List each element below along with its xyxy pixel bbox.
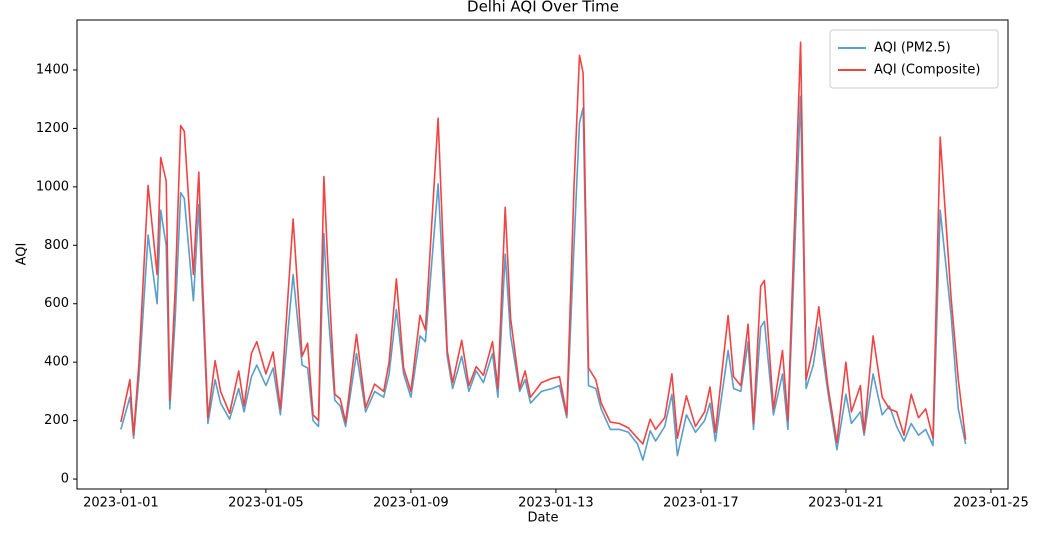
x-tick-label: 2023-01-01 <box>83 496 159 511</box>
chart-title: Delhi AQI Over Time <box>467 0 619 16</box>
y-tick-label: 400 <box>44 355 69 370</box>
y-tick-label: 0 <box>61 472 69 487</box>
y-tick-label: 1000 <box>36 179 69 194</box>
x-tick-label: 2023-01-17 <box>663 496 739 511</box>
y-tick-label: 1200 <box>36 121 69 136</box>
x-tick-label: 2023-01-21 <box>808 496 884 511</box>
plot-frame <box>76 19 1009 490</box>
y-tick-label: 1400 <box>36 62 69 77</box>
y-tick-label: 800 <box>44 238 69 253</box>
x-tick-label: 2023-01-05 <box>228 496 304 511</box>
data-line <box>120 41 967 445</box>
legend-label: AQI (Composite) <box>874 63 980 78</box>
data-line <box>120 95 967 461</box>
x-axis-label: Date <box>527 511 558 526</box>
legend-label: AQI (PM2.5) <box>874 41 951 56</box>
legend-box <box>829 29 999 89</box>
legend: AQI (PM2.5) AQI (Composite) <box>829 29 999 89</box>
x-tick-label: 2023-01-13 <box>518 496 594 511</box>
y-axis-label: AQI <box>15 243 30 266</box>
y-tick-label: 600 <box>44 296 69 311</box>
x-tick-label: 2023-01-09 <box>373 496 449 511</box>
x-tick-label: 2023-01-25 <box>953 496 1029 511</box>
y-tick-label: 200 <box>44 413 69 428</box>
